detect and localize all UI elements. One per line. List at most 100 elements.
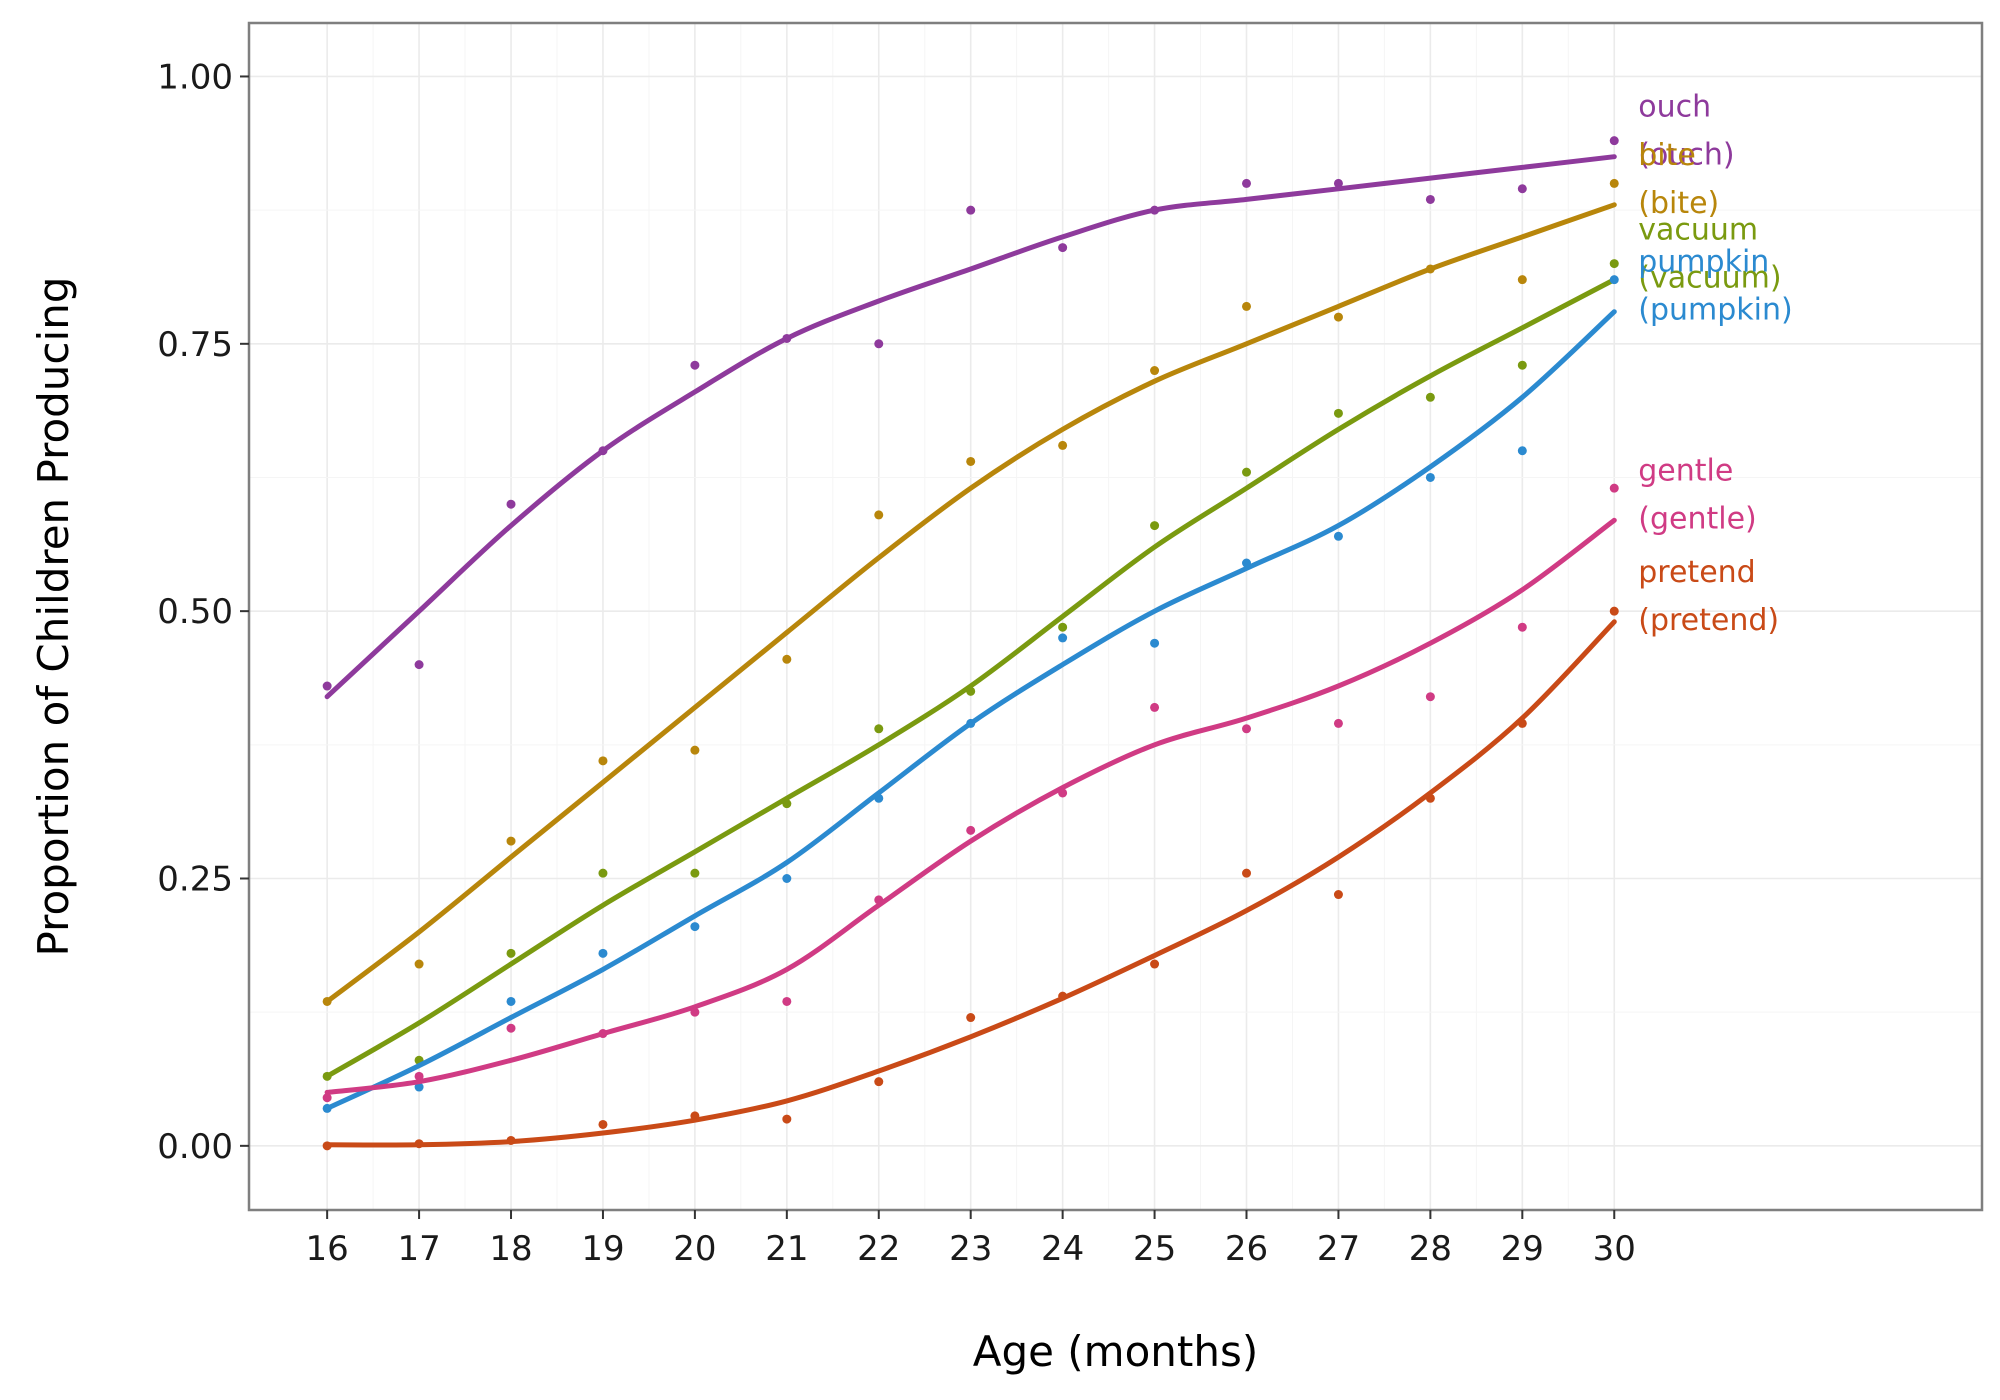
series-label-pretend: pretend	[1638, 555, 1755, 590]
x-tick-label: 26	[1225, 1229, 1268, 1269]
data-point-vacuum	[506, 948, 516, 958]
data-point-vacuum	[874, 724, 884, 734]
data-point-ouch	[1242, 178, 1252, 188]
data-point-pumpkin	[1609, 275, 1619, 285]
x-tick-label: 25	[1133, 1229, 1176, 1269]
data-point-ouch	[1609, 136, 1619, 146]
data-point-gentle	[1150, 702, 1160, 712]
x-tick-label: 27	[1317, 1229, 1360, 1269]
data-point-vacuum	[690, 868, 700, 878]
data-point-pretend	[414, 1139, 424, 1149]
series-line-ouch	[324, 154, 1617, 700]
series-line-vacuum	[324, 277, 1617, 1079]
data-point-pretend	[598, 1119, 608, 1129]
series-layer	[322, 136, 1619, 1151]
data-point-gentle	[690, 1007, 700, 1017]
data-point-vacuum	[1517, 360, 1527, 370]
data-point-pretend	[1425, 793, 1435, 803]
data-point-gentle	[1609, 483, 1619, 493]
data-point-pretend	[1058, 991, 1068, 1001]
data-point-bite	[1242, 301, 1252, 311]
data-point-pretend	[1517, 718, 1527, 728]
series-label-pretend-sub: (pretend)	[1638, 603, 1779, 638]
data-point-pumpkin	[506, 996, 516, 1006]
data-point-bite	[782, 654, 792, 664]
series-label-vacuum: vacuum	[1638, 213, 1758, 248]
data-point-bite	[1425, 264, 1435, 274]
data-point-vacuum	[1150, 521, 1160, 531]
series-gentle	[322, 483, 1619, 1103]
data-point-pretend	[1242, 868, 1252, 878]
series-bite	[322, 178, 1619, 1006]
data-point-pumpkin	[1058, 633, 1068, 643]
series-line-gentle	[324, 517, 1617, 1095]
data-point-pretend	[966, 1013, 976, 1023]
data-point-bite	[966, 456, 976, 466]
data-point-bite	[506, 836, 516, 846]
data-point-bite	[1609, 178, 1619, 188]
data-point-gentle	[1517, 622, 1527, 632]
series-label-ouch-sub: (ouch)	[1638, 138, 1734, 173]
series-pumpkin	[322, 275, 1619, 1113]
y-tick-label: 1.00	[157, 57, 233, 97]
data-point-bite	[598, 756, 608, 766]
x-tick-label: 17	[397, 1229, 440, 1269]
x-tick-label: 16	[306, 1229, 349, 1269]
x-tick-label: 20	[673, 1229, 716, 1269]
data-point-vacuum	[782, 799, 792, 809]
data-point-pumpkin	[966, 718, 976, 728]
data-point-bite	[690, 745, 700, 755]
data-point-bite	[414, 959, 424, 969]
y-tick-label: 0.25	[157, 859, 233, 899]
data-point-pumpkin	[782, 873, 792, 883]
y-axis-title: Proportion of Children Producing	[29, 277, 78, 957]
data-point-pretend	[506, 1135, 516, 1145]
series-line-pretend	[324, 619, 1617, 1148]
data-point-vacuum	[322, 1071, 332, 1081]
data-point-vacuum	[1058, 622, 1068, 632]
x-tick-label: 19	[581, 1229, 624, 1269]
axes: 16 17 18 19 20 21 22 23 24 25 26 27 28 29 30 0.00 0.25 0.…	[157, 57, 1636, 1269]
data-point-pretend	[874, 1077, 884, 1087]
data-point-ouch	[1517, 184, 1527, 194]
grid-lines	[249, 23, 1982, 1210]
data-point-vacuum	[966, 686, 976, 696]
series-label-vacuum-sub: (vacuum)	[1638, 261, 1781, 296]
x-tick-label: 23	[949, 1229, 992, 1269]
data-point-vacuum	[1242, 467, 1252, 477]
series-label-pumpkin: pumpkin	[1638, 245, 1769, 280]
data-point-vacuum	[1609, 259, 1619, 269]
series-label-ouch: ouch	[1638, 90, 1711, 125]
data-point-ouch	[1150, 205, 1160, 215]
data-point-pretend	[1609, 606, 1619, 616]
data-point-bite	[322, 996, 332, 1006]
data-point-pumpkin	[1150, 638, 1160, 648]
data-point-gentle	[782, 996, 792, 1006]
data-point-gentle	[506, 1023, 516, 1033]
data-point-ouch	[506, 499, 516, 509]
data-point-pretend	[1150, 959, 1160, 969]
data-point-pumpkin	[1242, 558, 1252, 568]
data-point-pumpkin	[414, 1082, 424, 1092]
data-point-ouch	[690, 360, 700, 370]
data-point-pumpkin	[874, 793, 884, 803]
data-point-ouch	[598, 446, 608, 456]
data-point-bite	[1517, 275, 1527, 285]
data-point-bite	[1058, 440, 1068, 450]
data-point-gentle	[322, 1093, 332, 1103]
data-point-ouch	[966, 205, 976, 215]
series-label-bite: bite	[1638, 138, 1696, 173]
data-point-gentle	[1425, 692, 1435, 702]
data-point-pumpkin	[322, 1103, 332, 1113]
x-tick-label: 29	[1501, 1229, 1544, 1269]
series-vacuum	[322, 259, 1619, 1081]
data-point-ouch	[322, 681, 332, 691]
data-point-ouch	[1425, 194, 1435, 204]
series-label-gentle-sub: (gentle)	[1638, 501, 1756, 536]
y-tick-label: 0.75	[157, 325, 233, 365]
data-point-pumpkin	[1425, 472, 1435, 482]
data-point-ouch	[1058, 243, 1068, 253]
data-point-pumpkin	[690, 922, 700, 932]
series-label-pumpkin-sub: (pumpkin)	[1638, 293, 1792, 328]
